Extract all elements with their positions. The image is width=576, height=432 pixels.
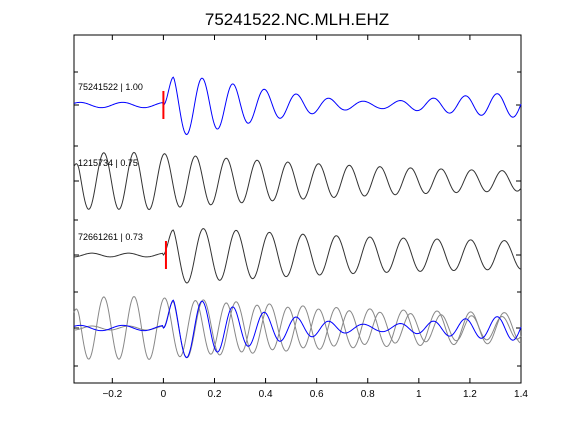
- x-tick-label: −0.2: [102, 389, 122, 400]
- x-tick-label: 1: [416, 389, 422, 400]
- overlay-line-0: [73, 299, 522, 359]
- trace-line-1: [73, 151, 522, 211]
- overlay-line-1: [73, 295, 522, 360]
- trace-label-1: 1215734 | 0.75: [78, 158, 138, 168]
- trace-line-2: [73, 228, 522, 284]
- x-tick-label: 1.2: [463, 389, 477, 400]
- x-tick-label: 0.8: [361, 389, 375, 400]
- overlay-line-2: [73, 299, 522, 359]
- trace-label-0: 75241522 | 1.00: [78, 82, 143, 92]
- x-tick-label: 1.4: [514, 389, 528, 400]
- trace-label-2: 72661261 | 0.73: [78, 232, 143, 242]
- x-tick-label: 0.2: [208, 389, 222, 400]
- x-axis: −0.2 0 0.2 0.4 0.6 0.8 1 1.2 1.4: [102, 35, 528, 400]
- x-tick-label: 0.6: [310, 389, 324, 400]
- x-tick-label: 0: [161, 389, 167, 400]
- plot-area: 75241522 | 1.00 1215734 | 0.75 72661261 | …: [73, 34, 522, 384]
- plot-frame: [73, 34, 522, 384]
- x-tick-label: 0.4: [259, 389, 273, 400]
- trace-line-0: [73, 76, 522, 136]
- chart-title: 75241522.NC.MLH.EHZ: [205, 10, 389, 29]
